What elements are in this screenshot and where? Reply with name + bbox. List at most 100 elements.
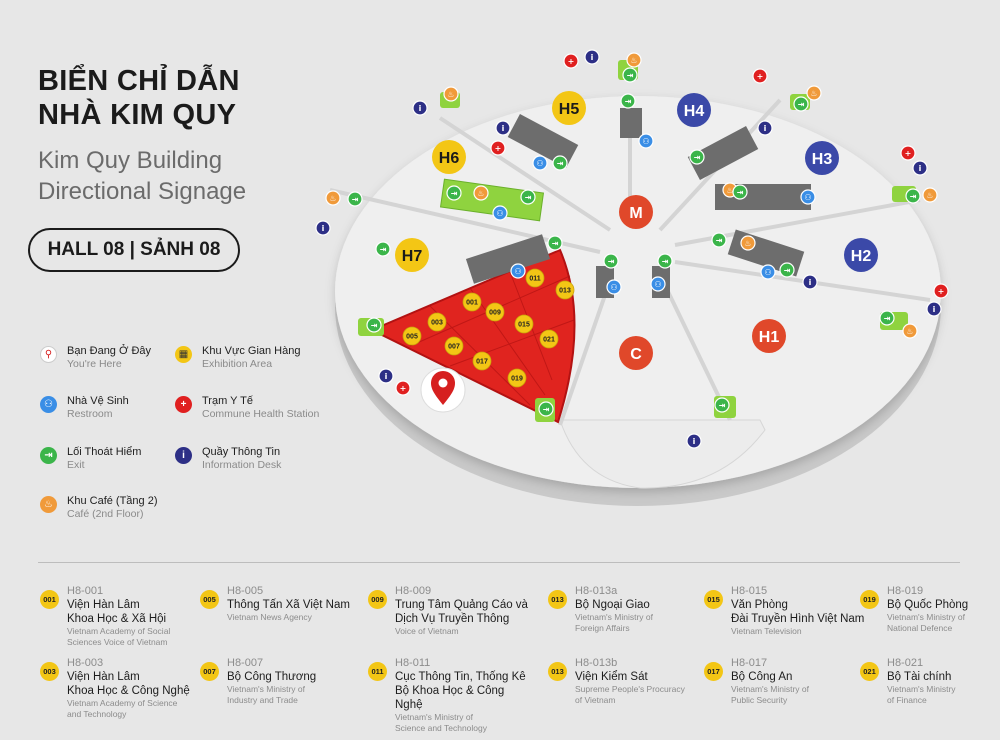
information-icon: i bbox=[757, 120, 773, 136]
svg-text:⚇: ⚇ bbox=[654, 280, 661, 289]
svg-text:⇥: ⇥ bbox=[784, 266, 791, 275]
exhibitor-name: Bộ Công An bbox=[731, 671, 793, 683]
exit-icon: ⇥ bbox=[714, 397, 730, 413]
svg-text:⇥: ⇥ bbox=[380, 245, 387, 254]
svg-text:M: M bbox=[629, 205, 642, 222]
booth-number-badge: 013 bbox=[548, 590, 567, 609]
information-icon: i bbox=[412, 100, 428, 116]
legend-label: Khu Café (Tầng 2) bbox=[67, 495, 158, 507]
health-station-icon: + bbox=[933, 283, 949, 299]
svg-text:H2: H2 bbox=[851, 248, 872, 265]
legend-label: Trạm Y Tế bbox=[202, 395, 253, 407]
legend-item: ⇥ Lối Thoát Hiểm Exit bbox=[40, 446, 141, 472]
lobby-extension bbox=[559, 419, 766, 489]
svg-text:i: i bbox=[933, 305, 936, 314]
cafe-icon: ♨ bbox=[473, 185, 489, 201]
svg-text:i: i bbox=[591, 53, 594, 62]
exit-icon: ⇥ bbox=[603, 253, 619, 269]
hall-badge-h1: H1 bbox=[752, 319, 786, 353]
booth-badge: 015 bbox=[514, 314, 534, 334]
hall-badge-c: C bbox=[619, 336, 653, 370]
svg-text:C: C bbox=[630, 346, 642, 363]
cafe-icon: ♨ bbox=[740, 235, 756, 251]
svg-text:♨: ♨ bbox=[726, 186, 733, 195]
exit-icon: ⇥ bbox=[366, 317, 382, 333]
svg-text:⇥: ⇥ bbox=[737, 188, 744, 197]
booth-code: H8-011 bbox=[395, 657, 431, 669]
booth-badge: 017 bbox=[472, 351, 492, 371]
exit-icon: ⇥ bbox=[905, 188, 921, 204]
directory-entry: 015 H8-015 Văn Phòng Đài Truyền Hình Việt … bbox=[704, 585, 869, 637]
svg-text:⚇: ⚇ bbox=[804, 193, 811, 202]
exit-icon: ⇥ bbox=[732, 184, 748, 200]
location-pin-icon: ⚲ bbox=[40, 346, 57, 363]
svg-text:♨: ♨ bbox=[447, 90, 454, 99]
svg-text:⚇: ⚇ bbox=[514, 267, 521, 276]
exhibitor-name-en: Supreme People's Procuracy of Vietnam bbox=[575, 684, 685, 705]
svg-text:⇥: ⇥ bbox=[525, 193, 532, 202]
hall-badge-h3: H3 bbox=[805, 141, 839, 175]
exit-icon: ⇥ bbox=[552, 155, 568, 171]
svg-text:i: i bbox=[419, 104, 422, 113]
exit-icon: ⇥ bbox=[40, 447, 57, 464]
booth-code: H8-001 bbox=[67, 585, 104, 597]
directory-entry: 021 H8-021 Bộ Tài chính Vietnam's Ministry … bbox=[860, 657, 980, 706]
svg-text:H7: H7 bbox=[402, 248, 423, 265]
svg-text:⇥: ⇥ bbox=[552, 239, 559, 248]
exhibitor-name: Bộ Ngoại Giao bbox=[575, 599, 650, 611]
exhibitor-name: Trung Tâm Quảng Cáo và Dịch Vụ Truyền Th… bbox=[395, 599, 528, 625]
svg-text:♨: ♨ bbox=[630, 56, 637, 65]
booth-badge: 019 bbox=[507, 368, 527, 388]
legend-label: Bạn Đang Ở Đây bbox=[67, 345, 152, 357]
legend-item: ⚲ Bạn Đang Ở Đây You're Here bbox=[40, 345, 151, 371]
exit-icon: ⇥ bbox=[547, 235, 563, 251]
svg-text:007: 007 bbox=[448, 344, 460, 351]
booth-number-badge: 019 bbox=[860, 590, 879, 609]
svg-text:011: 011 bbox=[529, 276, 540, 283]
svg-text:i: i bbox=[693, 437, 696, 446]
exhibitor-name: Thông Tấn Xã Việt Nam bbox=[227, 599, 350, 611]
svg-text:009: 009 bbox=[489, 310, 501, 317]
svg-text:i: i bbox=[385, 372, 388, 381]
legend-label: Nhà Vệ Sinh bbox=[67, 395, 129, 407]
svg-text:⇥: ⇥ bbox=[719, 401, 726, 410]
exhibitor-name-en: Vietnam's Ministry of Foreign Affairs bbox=[575, 612, 653, 633]
svg-text:⚇: ⚇ bbox=[496, 209, 503, 218]
legend-label-en: Information Desk bbox=[202, 459, 282, 471]
svg-text:+: + bbox=[495, 144, 502, 153]
legend-label-en: Restroom bbox=[67, 408, 113, 420]
svg-text:⇥: ⇥ bbox=[543, 405, 550, 414]
health-station-icon: + bbox=[175, 396, 192, 413]
hall-badge-h2: H2 bbox=[844, 238, 878, 272]
svg-text:⇥: ⇥ bbox=[557, 159, 564, 168]
restroom-icon: ⚇ bbox=[606, 279, 622, 295]
svg-text:019: 019 bbox=[511, 376, 523, 383]
exhibitor-name-en: Vietnam's Ministry of Industry and Trade bbox=[227, 684, 305, 705]
exhibitor-name-en: Vietnam Academy of Social Sciences Voice… bbox=[67, 626, 171, 647]
booth-number-badge: 003 bbox=[40, 662, 59, 681]
exit-icon: ⇥ bbox=[657, 253, 673, 269]
booth-badge: 007 bbox=[444, 336, 464, 356]
svg-text:⇥: ⇥ bbox=[608, 257, 615, 266]
exhibitor-name-en: Vietnam Academy of Science and Technolog… bbox=[67, 698, 178, 719]
restroom-icon: ⚇ bbox=[800, 189, 816, 205]
hall-badge-h6: H6 bbox=[432, 140, 466, 174]
cafe-icon: ♨ bbox=[626, 52, 642, 68]
svg-text:♨: ♨ bbox=[744, 239, 751, 248]
booth-code: H8-017 bbox=[731, 657, 768, 669]
information-icon: i bbox=[912, 160, 928, 176]
svg-text:H6: H6 bbox=[439, 150, 460, 167]
exit-icon: ⇥ bbox=[446, 185, 462, 201]
booth-code: H8-021 bbox=[887, 657, 924, 669]
exit-icon: ⇥ bbox=[622, 67, 638, 83]
booth-code: H8-013b bbox=[575, 657, 618, 669]
information-icon: i bbox=[378, 368, 394, 384]
hall-badge-h4: H4 bbox=[677, 93, 711, 127]
svg-text:015: 015 bbox=[518, 322, 530, 329]
hall-badge: HALL 08 | SẢNH 08 bbox=[28, 228, 240, 272]
exhibitor-name: Bộ Công Thương bbox=[227, 671, 317, 683]
svg-text:⇥: ⇥ bbox=[371, 321, 378, 330]
svg-text:i: i bbox=[809, 278, 812, 287]
directory-divider bbox=[38, 562, 960, 563]
